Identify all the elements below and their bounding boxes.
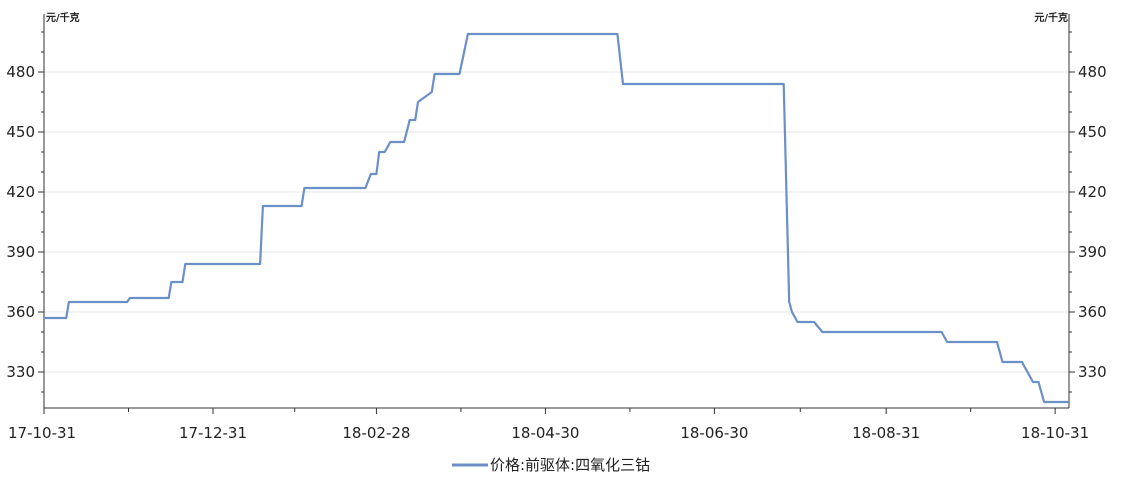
right-unit-label: 元/千克 xyxy=(1034,11,1068,24)
series-layer xyxy=(44,32,1069,404)
right-y-tick-label: 420 xyxy=(1078,183,1107,201)
right-y-tick-label: 480 xyxy=(1078,63,1107,81)
left-y-tick-label: 330 xyxy=(6,363,35,381)
series-line xyxy=(44,32,1069,404)
x-tick-label: 18-08-31 xyxy=(852,424,920,442)
right-y-tick-label: 450 xyxy=(1078,123,1107,141)
left-y-tick-label: 480 xyxy=(6,63,35,81)
x-tick-label: 18-10-31 xyxy=(1021,424,1089,442)
left-y-tick-label: 390 xyxy=(6,243,35,261)
right-y-tick-label: 360 xyxy=(1078,303,1107,321)
x-tick-label: 17-10-31 xyxy=(8,424,76,442)
legend: 价格:前驱体:四氧化三钴 xyxy=(452,456,650,474)
x-tick-label: 17-12-31 xyxy=(179,424,247,442)
x-tick-label: 18-02-28 xyxy=(342,424,410,442)
right-y-tick-label: 390 xyxy=(1078,243,1107,261)
left-y-tick-label: 420 xyxy=(6,183,35,201)
left-unit-label: 元/千克 xyxy=(46,11,80,24)
left-y-tick-label: 450 xyxy=(6,123,35,141)
legend-label: 价格:前驱体:四氧化三钴 xyxy=(490,456,650,474)
right-y-tick-label: 330 xyxy=(1078,363,1107,381)
tick-marks: 330 330 360 360 390 390 420 420 450 450 480 480 17-1… xyxy=(6,31,1107,442)
grid-lines xyxy=(44,71,1069,373)
x-tick-label: 18-06-30 xyxy=(680,424,748,442)
x-tick-label: 18-04-30 xyxy=(511,424,579,442)
left-y-tick-label: 360 xyxy=(6,303,35,321)
axes: 元/千克 元/千克 xyxy=(43,11,1070,409)
